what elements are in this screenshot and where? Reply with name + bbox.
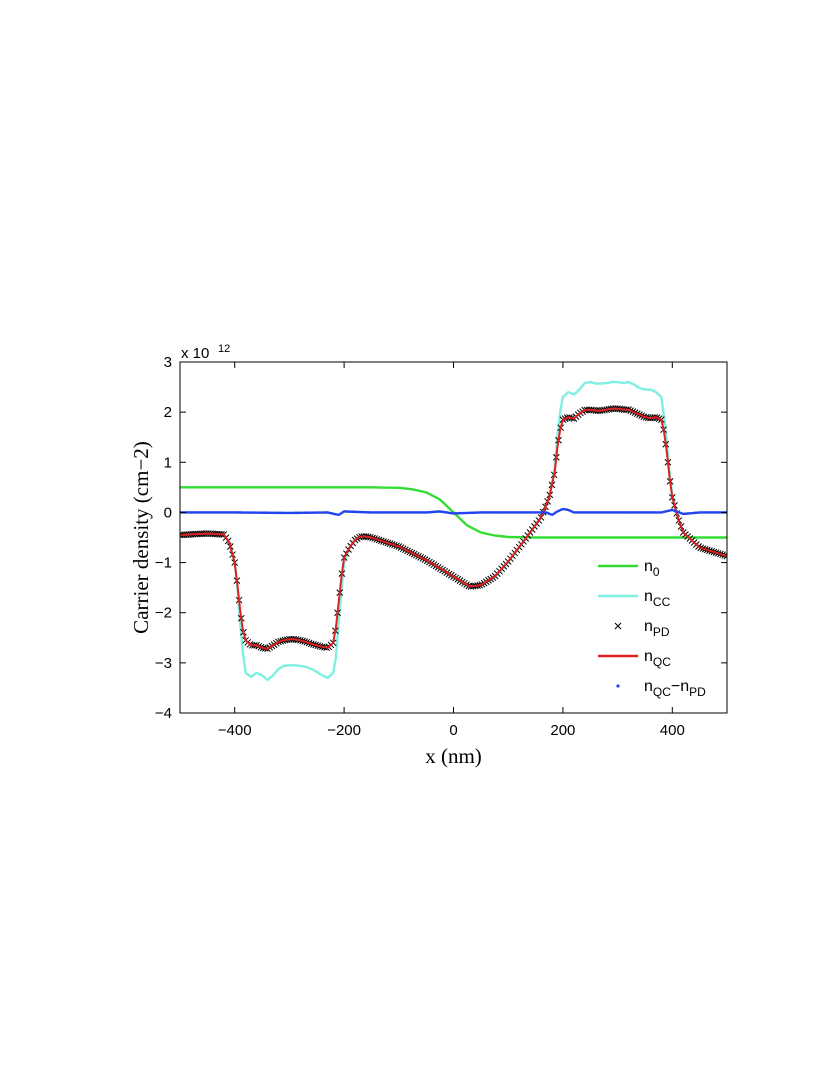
y-tick-label: 2 xyxy=(164,404,172,421)
y-tick-label: 1 xyxy=(164,454,172,471)
y-axis-multiplier: x 10 xyxy=(181,345,209,362)
legend-item: nCC xyxy=(598,588,671,609)
x-tick-label: −400 xyxy=(218,722,252,739)
plot-area xyxy=(180,380,727,682)
legend-item: nPD xyxy=(614,618,670,639)
series-nCC xyxy=(180,380,727,682)
y-tick-label: −3 xyxy=(155,655,172,672)
legend-label: nQC−nPD xyxy=(644,678,706,699)
y-tick-label: 3 xyxy=(164,354,172,371)
x-tick-label: −200 xyxy=(327,722,361,739)
x-tick-label: 400 xyxy=(660,722,685,739)
legend-item: n0 xyxy=(598,558,660,579)
x-tick-label: 0 xyxy=(449,722,457,739)
legend: n0 nCC nPD nQC nQC−nPD xyxy=(598,558,706,699)
series-nPD xyxy=(180,405,727,653)
series-line xyxy=(180,407,727,650)
x-axis-label: x (nm) xyxy=(425,744,482,768)
axes: −400 −200 0 200 400 −4 −3 −2 −1 0 1 2 3 xyxy=(155,354,728,739)
y-tick-label: 0 xyxy=(164,504,172,521)
data-point-x-marker xyxy=(723,552,727,560)
series-nQC xyxy=(180,407,727,650)
legend-label: n0 xyxy=(644,558,660,579)
legend-label: nCC xyxy=(644,588,671,609)
legend-swatch xyxy=(616,684,620,688)
y-tick-label: −2 xyxy=(155,605,172,622)
y-tick-label: −4 xyxy=(155,705,172,722)
legend-swatch xyxy=(614,622,622,630)
legend-item: nQC xyxy=(598,648,671,669)
legend-label: nPD xyxy=(644,618,670,639)
y-axis-multiplier-exponent: 12 xyxy=(218,343,230,355)
y-tick-label: −1 xyxy=(155,555,172,572)
series-line xyxy=(180,380,727,682)
legend-label: nQC xyxy=(644,648,671,669)
y-axis-label: Carrier density (cm−2) xyxy=(129,441,153,634)
legend-item: nQC−nPD xyxy=(616,678,706,699)
series-nQCnPD xyxy=(180,507,727,516)
x-tick-label: 200 xyxy=(550,722,575,739)
